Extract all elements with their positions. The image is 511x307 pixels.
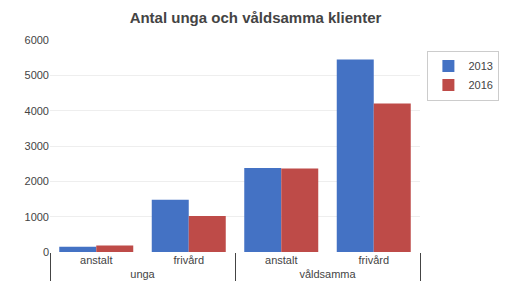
svg-text:1000: 1000 — [25, 211, 49, 223]
svg-text:6000: 6000 — [25, 34, 49, 46]
svg-text:unga: unga — [130, 268, 155, 280]
svg-text:Antal unga och våldsamma klien: Antal unga och våldsamma klienter — [130, 9, 382, 26]
svg-text:4000: 4000 — [25, 105, 49, 117]
svg-text:0: 0 — [43, 246, 49, 258]
svg-text:2000: 2000 — [25, 175, 49, 187]
svg-text:2016: 2016 — [468, 79, 492, 91]
svg-text:anstalt: anstalt — [80, 254, 112, 266]
svg-text:3000: 3000 — [25, 140, 49, 152]
svg-text:frivård: frivård — [173, 254, 204, 266]
svg-text:våldsamma: våldsamma — [299, 268, 356, 280]
svg-text:2013: 2013 — [468, 60, 492, 72]
svg-text:anstalt: anstalt — [265, 254, 297, 266]
svg-text:5000: 5000 — [25, 69, 49, 81]
svg-text:frivård: frivård — [358, 254, 389, 266]
